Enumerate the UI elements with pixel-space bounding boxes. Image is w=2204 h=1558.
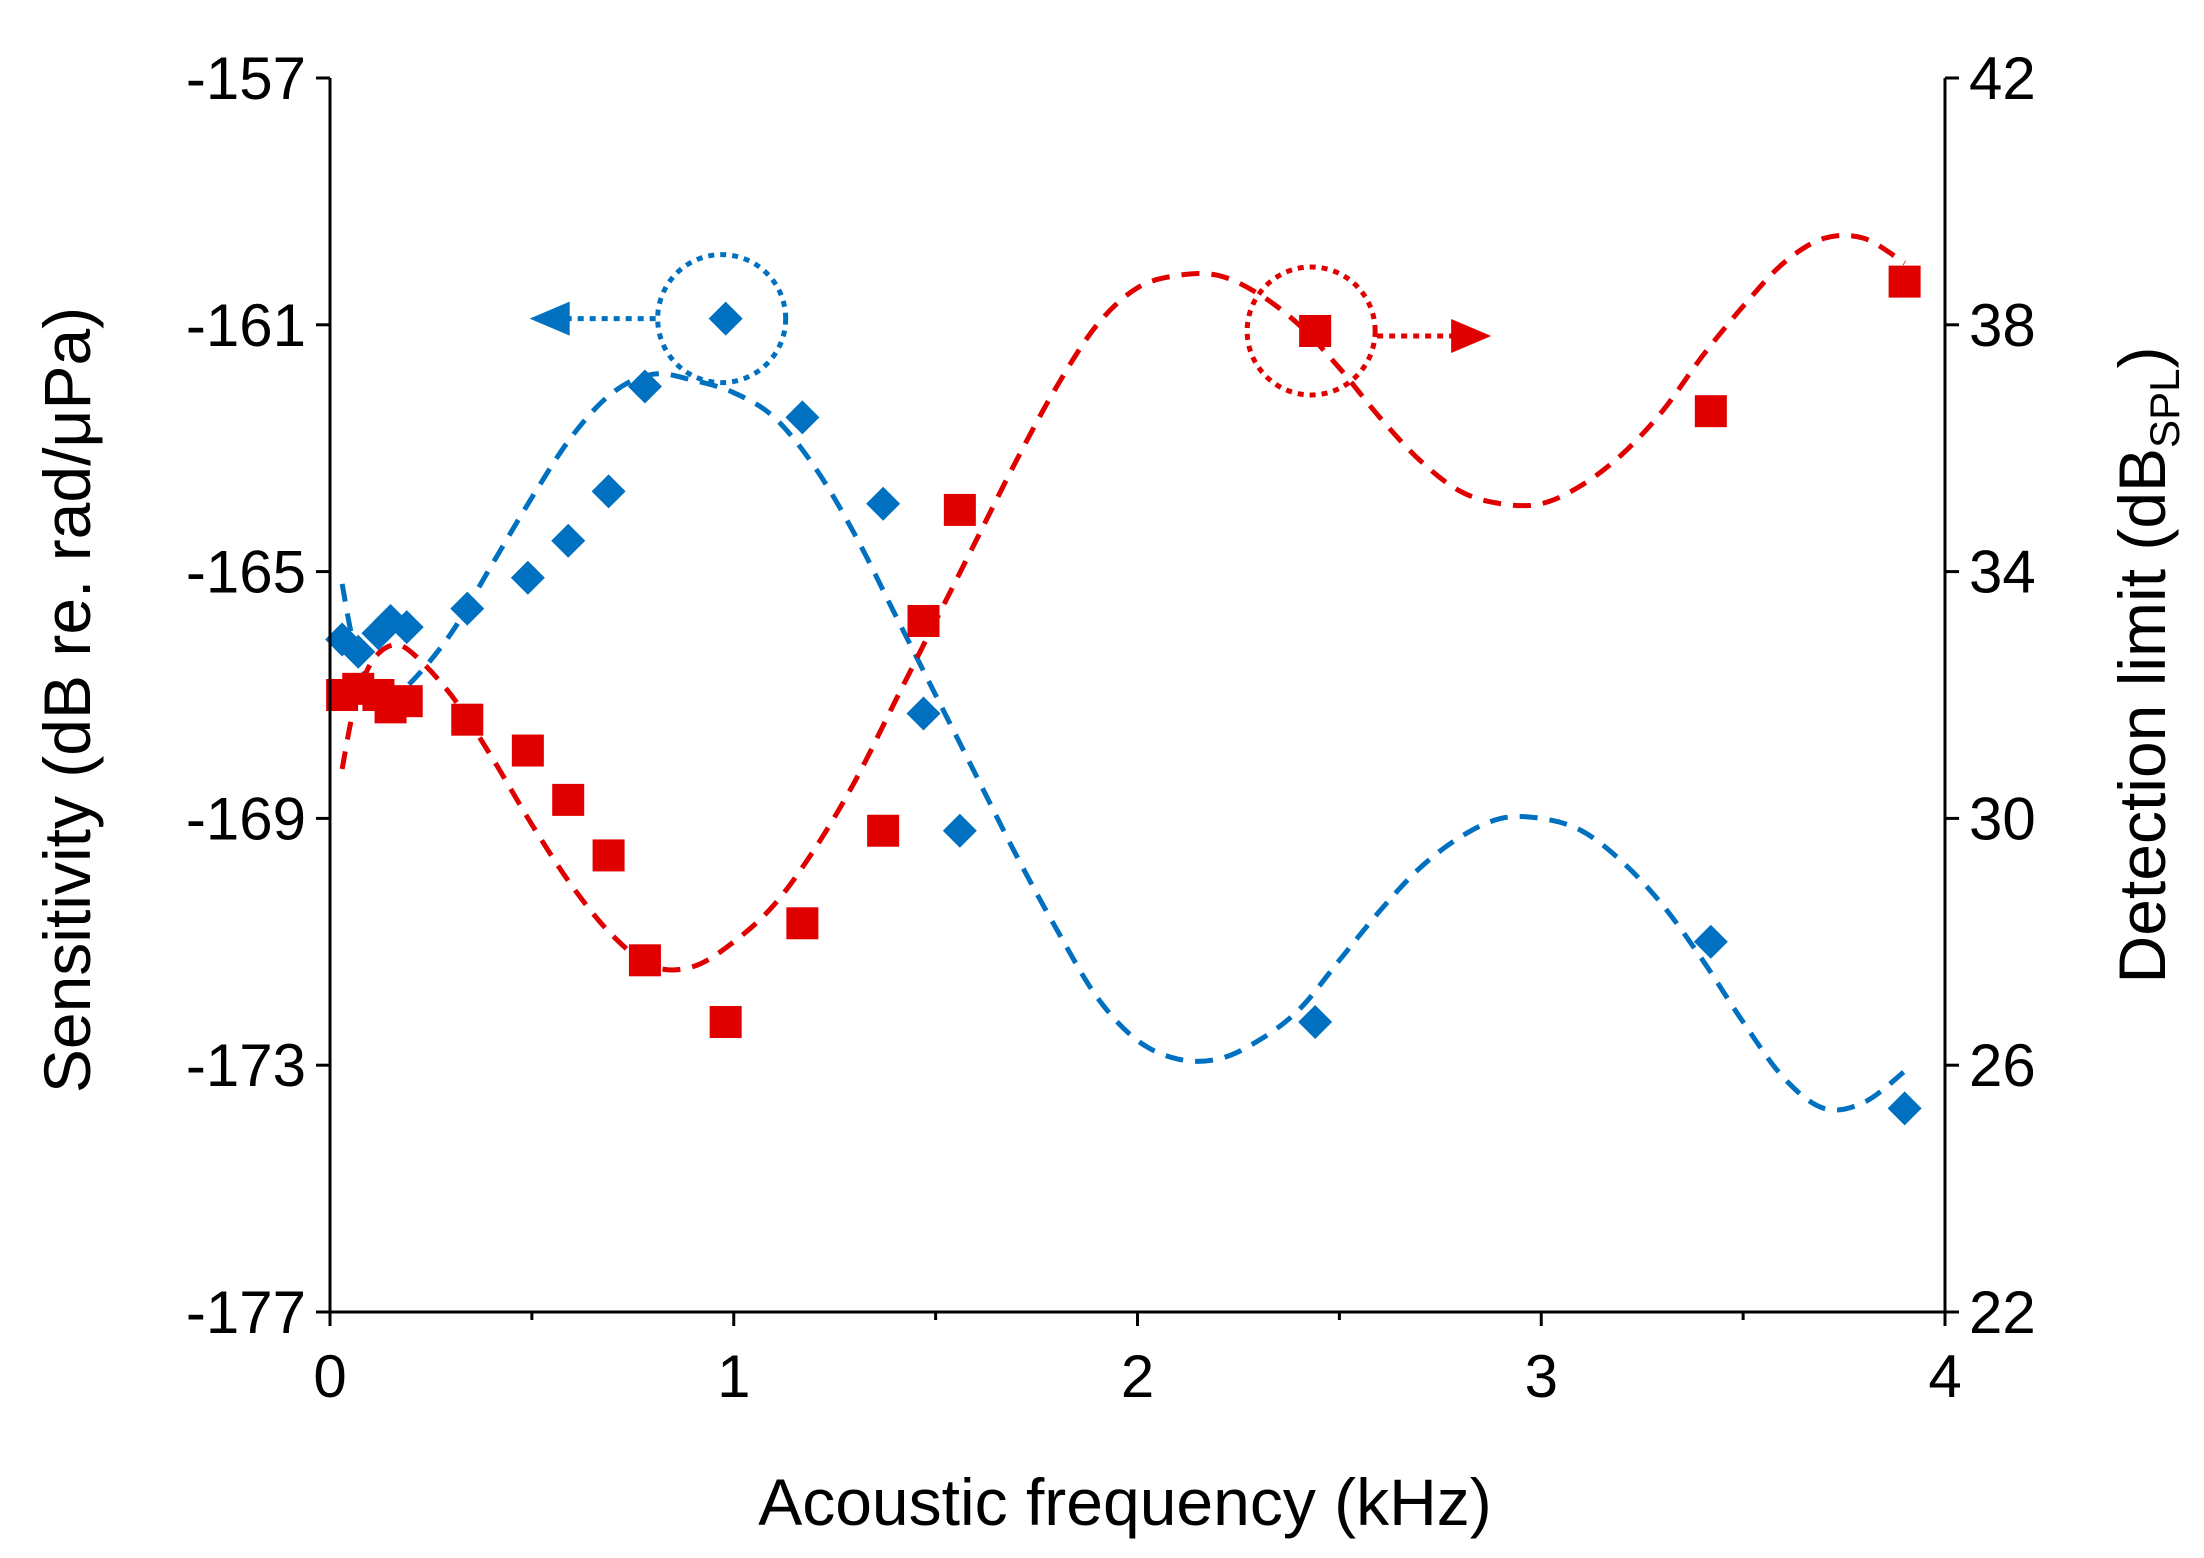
axes: 0 1 2 3 4-177-173-169-165-161-15722263034384… xyxy=(186,45,2036,1410)
x-tick-label: 2 xyxy=(1121,1343,1154,1410)
y-right-tick-label: 34 xyxy=(1969,539,2036,606)
detection-fit-line xyxy=(339,232,1906,973)
detection-point xyxy=(628,944,661,977)
sensitivity-point xyxy=(1693,924,1728,959)
sensitivity-point xyxy=(450,591,485,626)
detection-point xyxy=(709,1006,742,1039)
sensitivity-point xyxy=(906,696,941,731)
y-left-tick-label: -173 xyxy=(186,1032,306,1099)
detection-point xyxy=(390,685,423,718)
x-tick-label: 1 xyxy=(717,1343,750,1410)
sensitivity-point xyxy=(341,634,376,669)
sensitivity-highlight-circle xyxy=(655,252,789,386)
x-tick-label: 3 xyxy=(1525,1343,1558,1410)
y-left-tick-label: -177 xyxy=(186,1279,306,1346)
y-right-tick-label: 42 xyxy=(1969,45,2036,112)
sensitivity-point xyxy=(1887,1091,1922,1126)
detection-point xyxy=(1888,265,1921,298)
detection-point xyxy=(907,604,940,637)
y-axis-right-title-sub: SPL xyxy=(2141,369,2188,448)
detection-point xyxy=(511,734,544,767)
y-axis-left-title: Sensitivity (dB re. rad/μPa) xyxy=(30,307,104,1093)
y-axis-right-title-main: Detection limit (dB xyxy=(2105,448,2179,984)
sensitivity-point xyxy=(591,474,626,509)
sensitivity-point xyxy=(510,560,545,595)
x-tick-label: 4 xyxy=(1928,1343,1961,1410)
detection-highlight-circle xyxy=(1244,264,1378,398)
y-right-tick-label: 26 xyxy=(1969,1032,2036,1099)
sensitivity-arrow-head xyxy=(529,301,570,336)
detection-point xyxy=(943,493,976,526)
sensitivity-point xyxy=(942,813,977,848)
y-right-tick-label: 22 xyxy=(1969,1279,2036,1346)
y-left-tick-label: -165 xyxy=(186,539,306,606)
y-axis-right-title: Detection limit (dBSPL) xyxy=(2105,347,2188,984)
detection-point xyxy=(1694,395,1727,428)
y-left-tick-label: -161 xyxy=(186,292,306,359)
detection-point xyxy=(867,814,900,847)
sensitivity-point xyxy=(551,523,586,558)
y-axis-right-title-close: ) xyxy=(2105,347,2179,369)
fit-curves xyxy=(339,232,1907,1113)
x-tick-label: 0 xyxy=(313,1343,346,1410)
sensitivity-point xyxy=(627,369,662,404)
data-markers xyxy=(325,265,1922,1126)
y-left-tick-label: -169 xyxy=(186,785,306,852)
annotations xyxy=(529,252,1492,398)
sensitivity-fit-line xyxy=(339,371,1907,1113)
detection-arrow-head xyxy=(1451,318,1492,353)
sensitivity-point xyxy=(866,486,901,521)
y-right-tick-label: 30 xyxy=(1969,785,2036,852)
sensitivity-point xyxy=(785,400,820,435)
detection-point xyxy=(592,839,625,872)
detection-point xyxy=(552,783,585,816)
y-right-tick-label: 38 xyxy=(1969,292,2036,359)
sensitivity-point xyxy=(389,610,424,645)
sensitivity-point xyxy=(708,301,743,336)
detection-point xyxy=(451,703,484,736)
y-left-tick-label: -157 xyxy=(186,45,306,112)
x-axis-title: Acoustic frequency (kHz) xyxy=(758,1465,1492,1539)
sensitivity-point xyxy=(1298,1005,1333,1040)
detection-point xyxy=(786,907,819,940)
detection-point xyxy=(1299,314,1332,347)
